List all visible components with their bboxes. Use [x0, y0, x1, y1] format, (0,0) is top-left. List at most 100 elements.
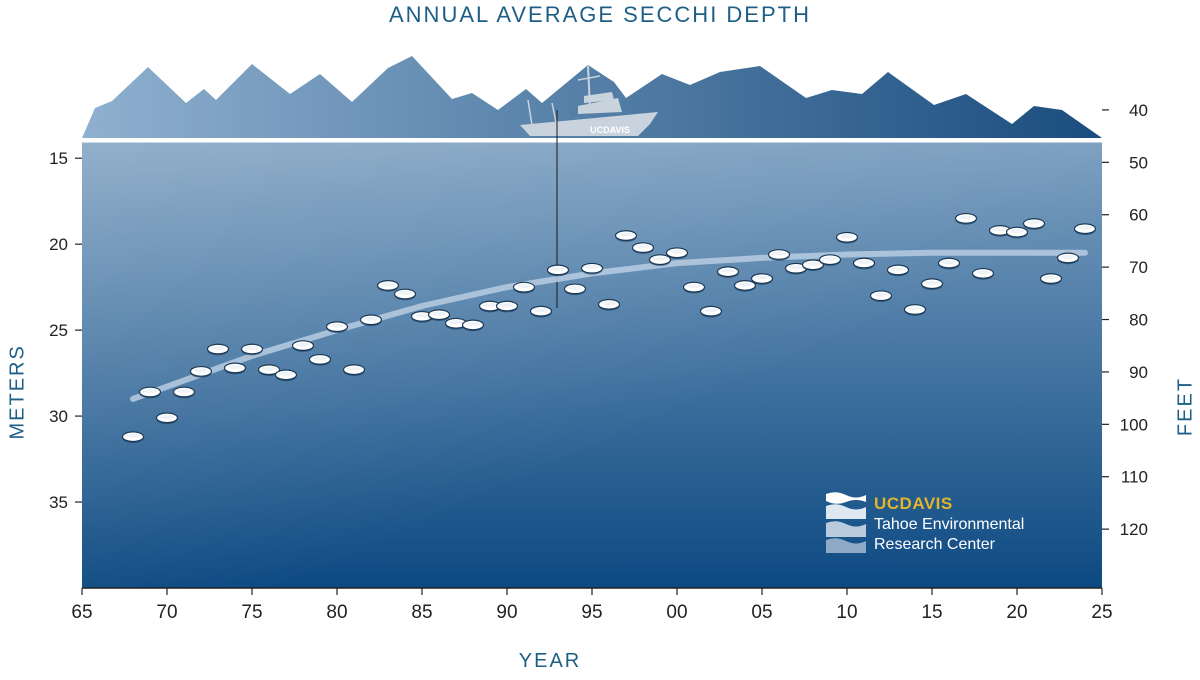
x-tick-label: 15 [921, 602, 942, 623]
y-tick-label-feet: 120 [1120, 520, 1148, 539]
y-tick-label-feet: 110 [1121, 468, 1148, 487]
secchi-disk-point [223, 362, 247, 375]
secchi-disk-point [206, 343, 230, 356]
x-tick-label: 95 [581, 602, 602, 623]
secchi-disk-point [291, 340, 315, 352]
secchi-disk-point [308, 353, 332, 366]
secchi-disk-point [597, 298, 621, 311]
boat-logo-text: UCDAVIS [590, 125, 630, 135]
secchi-disk-point [512, 281, 536, 294]
secchi-disk-point [461, 319, 485, 332]
x-tick-label: 85 [411, 602, 432, 623]
y-axis-label-feet: FEET [1174, 376, 1197, 437]
x-tick-label: 70 [156, 602, 177, 623]
secchi-disk-point [699, 305, 723, 318]
lake-water-sheen [82, 141, 1102, 588]
y-tick-label-feet: 80 [1129, 311, 1148, 330]
secchi-disk-point [1039, 273, 1063, 285]
secchi-disk-point [801, 259, 825, 272]
secchi-disk-point [903, 304, 927, 316]
secchi-disk-point [342, 364, 366, 376]
secchi-disk-point [631, 242, 655, 254]
y-tick-label-feet: 90 [1129, 363, 1148, 382]
secchi-disk-point [240, 343, 264, 356]
secchi-disk-point [767, 249, 791, 261]
y-tick-label-meters: 20 [49, 235, 68, 254]
y-tick-label-meters: 25 [49, 321, 68, 340]
logo-line-1: Tahoe Environmental [874, 516, 1025, 533]
secchi-disk-point [869, 290, 893, 303]
x-tick-label: 90 [496, 602, 517, 623]
secchi-disk-point [189, 365, 213, 378]
secchi-disk-point [546, 264, 570, 277]
secchi-disk-point [716, 266, 740, 278]
x-tick-label: 65 [71, 602, 92, 623]
y-tick-label-meters: 15 [49, 149, 68, 168]
secchi-disk-point [121, 431, 145, 444]
y-tick-label-meters: 30 [49, 407, 68, 426]
secchi-disk-point [444, 317, 468, 330]
secchi-disk-point [835, 231, 859, 244]
x-tick-label: 10 [836, 602, 857, 623]
secchi-disk-point [954, 212, 978, 225]
secchi-disk-point [1005, 226, 1029, 239]
tahoe-waves-icon [826, 492, 866, 553]
secchi-disk-point [274, 369, 298, 382]
y-tick-label-feet: 50 [1129, 153, 1148, 172]
y-axis-label-meters: METERS [6, 344, 29, 440]
secchi-disk-point [988, 224, 1012, 237]
research-boat: UCDAVIS [520, 65, 658, 136]
secchi-disk-point [1056, 252, 1080, 265]
secchi-disk-point [937, 257, 961, 270]
secchi-disk-point [580, 262, 604, 275]
axes: 65 70 75 80 85 90 95 00 05 10 15 20 25 15 20 25 30 35 40 50… [49, 101, 1148, 623]
x-tick-label: 80 [326, 602, 347, 623]
chart-title: ANNUAL AVERAGE SECCHI DEPTH [389, 2, 811, 27]
secchi-disk-point [563, 283, 587, 296]
secchi-disk-point [138, 386, 162, 399]
secchi-disk-point [648, 254, 672, 266]
secchi-disk-point [852, 257, 876, 270]
x-axis-label: YEAR [518, 650, 582, 672]
x-tick-label: 00 [666, 602, 687, 623]
y-tick-label-meters: 35 [49, 493, 68, 512]
secchi-disk-point [257, 364, 281, 376]
secchi-disk-point [818, 254, 842, 266]
secchi-disk-point [529, 305, 553, 318]
secchi-disk-point [971, 267, 995, 280]
secchi-disk-point [427, 309, 451, 321]
secchi-disk-point [614, 230, 638, 242]
logo-line-2: Research Center [874, 536, 995, 553]
y-tick-label-feet: 60 [1129, 206, 1148, 225]
secchi-disk-point [393, 288, 417, 301]
uc-davis-logo: UCDAVIS Tahoe Environmental Research Cen… [826, 492, 1086, 562]
y-tick-label-feet: 40 [1129, 101, 1148, 120]
secchi-disk-point [784, 262, 808, 275]
data-points [121, 212, 1097, 444]
x-tick-label: 20 [1006, 602, 1027, 623]
y-tick-label-feet: 70 [1129, 258, 1148, 277]
secchi-disk-point [1022, 218, 1046, 230]
secchi-disk-point [359, 314, 383, 327]
secchi-disk-point [665, 247, 689, 260]
secchi-disk-point [886, 264, 910, 277]
x-tick-label: 05 [751, 602, 772, 623]
x-tick-label: 75 [241, 602, 262, 623]
secchi-disk-point [733, 280, 757, 292]
secchi-disk-point [920, 278, 944, 290]
secchi-disk-point [376, 280, 400, 292]
secchi-disk-point [682, 281, 706, 294]
secchi-disk-point [478, 300, 502, 313]
trend-line [130, 249, 1088, 402]
secchi-disk-point [172, 386, 196, 399]
secchi-disk-point [155, 412, 179, 425]
secchi-disk-point [1073, 223, 1097, 235]
x-tick-label: 25 [1091, 602, 1112, 623]
secchi-disk-point [750, 273, 774, 285]
logo-brand: UCDAVIS [874, 494, 953, 513]
secchi-disk-point [495, 300, 519, 313]
y-tick-label-feet: 100 [1120, 415, 1148, 434]
secchi-disk-point [325, 321, 349, 333]
